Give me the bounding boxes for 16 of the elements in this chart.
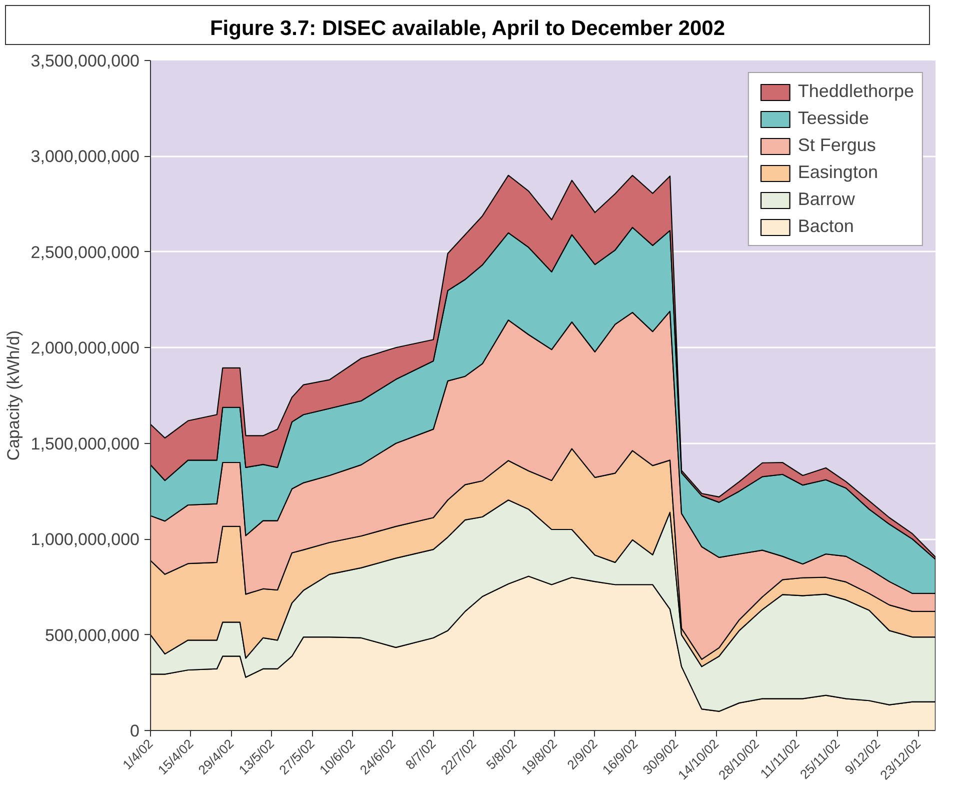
legend-label: Teesside [798, 108, 869, 129]
y-tick-label: 3,000,000,000 [30, 147, 140, 166]
y-tick-label: 0 [130, 722, 140, 740]
legend-label: Barrow [798, 189, 855, 210]
chart-title: Figure 3.7: DISEC available, April to December 2002 [210, 16, 726, 42]
y-tick-label: 2,500,000,000 [30, 242, 140, 262]
legend-label: Theddlethorpe [798, 81, 914, 102]
y-tick-label: 500,000,000 [44, 626, 140, 645]
legend-label: Easington [798, 162, 878, 183]
y-tick-label: 1,500,000,000 [30, 434, 140, 454]
legend-label: St Fergus [798, 135, 876, 156]
y-tick-label: 1,000,000,000 [30, 530, 140, 550]
y-tick-label: 2,000,000,000 [30, 338, 140, 358]
y-tick-label: 3,500,000,000 [30, 52, 140, 70]
y-axis-title: Capacity (kWh/d) [4, 330, 23, 461]
legend-label: Bacton [798, 216, 854, 237]
